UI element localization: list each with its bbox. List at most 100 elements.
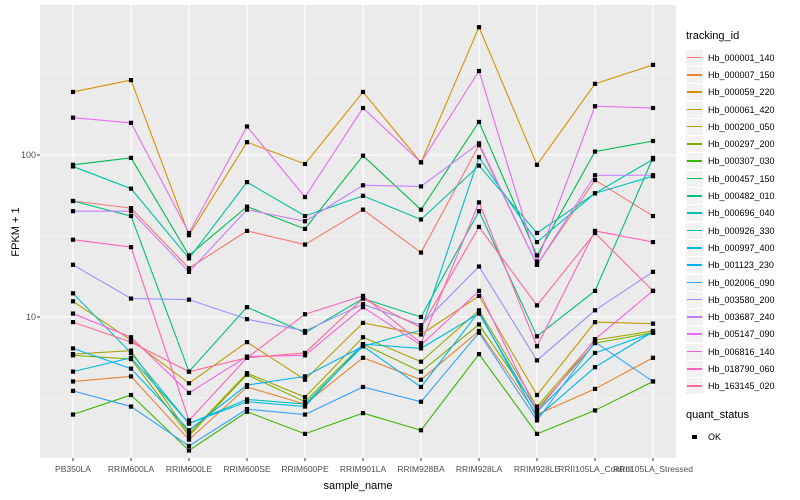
legend-line-swatch [687,108,702,111]
legend-item: Hb_000297_200 [686,135,798,153]
data-point-marker [70,115,76,120]
data-point-marker [360,293,366,298]
chart-panel [40,5,676,458]
legend-key-icon [686,170,703,187]
data-point-marker [302,377,308,382]
data-point-marker [302,401,308,407]
data-point-marker [186,230,192,236]
data-point-marker [70,388,76,393]
legend-key-icon [686,136,703,153]
legend-line-swatch [687,56,702,59]
data-point-marker [244,409,250,414]
x-tick-label: RRIM928LA [455,464,503,474]
data-point-marker [302,242,308,247]
data-point-marker [650,355,656,360]
data-point-marker [302,404,308,409]
data-point-marker [418,369,424,374]
data-point-marker [186,437,192,442]
data-point-marker [592,81,598,86]
data-point-marker [418,377,424,382]
data-point-marker [128,348,134,353]
data-point-marker [534,392,540,398]
legend-line-swatch [687,73,702,76]
data-point-marker [418,217,424,222]
legend: tracking_id Hb_000001_140 Hb_000007_150 Hb… [686,30,798,445]
data-point-marker [244,355,250,360]
data-point-marker [534,230,540,236]
data-point-marker [128,186,134,191]
y-tick-label: 10 [25,312,36,322]
legend-key-icon [686,101,703,118]
legend-item: Hb_018790_060 [686,360,798,377]
data-point-marker [418,160,424,165]
data-point-marker [476,288,482,293]
legend-item: Hb_163145_020 [686,378,798,395]
x-tick-label: PB350LA [55,464,91,474]
data-point-marker [128,213,134,219]
legend-label: Hb_000059_220 [708,87,775,98]
data-point-marker [418,428,424,433]
data-point-marker [592,288,598,293]
legend-line-swatch [687,91,702,93]
x-axis-title: sample_name [323,480,393,492]
legend-line-swatch [687,316,702,318]
data-point-marker [302,161,308,167]
data-point-marker [592,177,598,183]
legend-line-swatch [687,264,702,266]
data-point-marker [186,266,192,271]
data-point-marker [650,269,656,274]
legend-line-swatch [687,333,702,335]
data-point-marker [186,428,192,433]
data-point-marker [476,200,482,205]
data-point-marker [476,293,482,298]
data-point-marker [476,330,482,335]
data-point-marker [70,209,76,214]
legend-label: Hb_005147_090 [708,329,775,340]
data-point-marker [128,404,134,409]
data-point-marker [128,245,134,250]
data-point-marker [592,149,598,154]
legend-key-icon [686,118,703,135]
legend-line-swatch [687,350,702,353]
data-point-marker [186,443,192,449]
quant-legend-title: quant_status [686,408,749,421]
data-point-marker [360,355,366,360]
x-tick-label: RRIM600LE [165,464,213,474]
data-point-marker [70,369,76,374]
data-point-marker [186,433,192,438]
data-point-marker [418,384,424,390]
data-point-marker [418,341,424,346]
legend-item: Hb_001123_230 [686,257,798,274]
data-point-marker [128,77,134,83]
legend-key-icon [686,257,703,274]
quant-legend-label: OK [708,431,722,442]
legend-item: Hb_000482_010 [686,187,798,205]
legend-label: Hb_000297_200 [708,139,775,150]
legend-item: Hb_000997_400 [686,239,798,256]
data-point-marker [418,359,424,364]
x-tick-label: RRIM600PE [281,464,329,474]
data-point-marker [592,173,598,178]
data-point-marker [534,162,540,167]
legend-line-swatch [687,367,702,370]
data-point-marker [476,264,482,269]
data-point-marker [302,412,308,417]
data-point-marker [534,344,540,349]
legend-line-swatch [687,281,702,284]
data-point-marker [302,213,308,219]
legend-label: Hb_003580_200 [708,294,775,305]
data-point-marker [592,230,598,236]
legend-key-icon [686,360,703,377]
data-point-marker [360,302,366,307]
legend-label: Hb_001123_230 [708,260,774,271]
data-point-marker [244,407,250,412]
data-point-marker [70,291,76,296]
data-point-marker [476,309,482,314]
x-tick-label: RRIM928BA [397,464,445,474]
legend-title: tracking_id [686,30,740,42]
data-point-marker [592,320,598,325]
data-point-marker [650,213,656,219]
legend-item: Hb_000007_150 [686,66,798,83]
quant-status-legend: quant_status OK [686,409,798,445]
